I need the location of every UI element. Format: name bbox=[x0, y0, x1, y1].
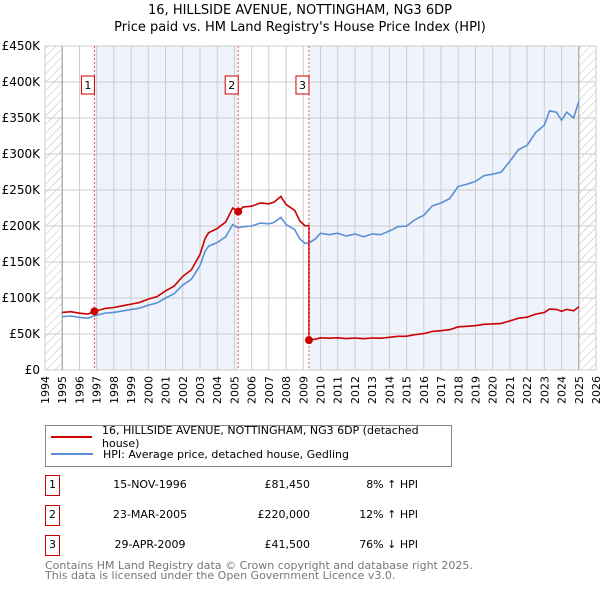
y-tick-label: £300K bbox=[2, 147, 42, 161]
y-tick-label: £150K bbox=[2, 255, 42, 269]
x-tick-label: 2003 bbox=[194, 376, 207, 404]
sale-point bbox=[304, 336, 313, 345]
chart-title: 16, HILLSIDE AVENUE, NOTTINGHAM, NG3 6DP bbox=[148, 3, 452, 18]
x-tick-label: 1997 bbox=[91, 376, 104, 404]
sale-label-box bbox=[224, 75, 239, 95]
y-tick-label: £0 bbox=[25, 363, 40, 377]
sale-row: 2 23-MAR-2005 £220,000 12% ↑ HPI bbox=[45, 505, 465, 526]
sale-label-box bbox=[80, 75, 95, 95]
sale-price: £41,500 bbox=[264, 538, 311, 551]
x-tick-label: 1999 bbox=[125, 376, 138, 404]
footer: Contains HM Land Registry data © Crown c… bbox=[45, 559, 473, 582]
x-tick-label: 2022 bbox=[521, 376, 534, 404]
legend-item-property: 16, HILLSIDE AVENUE, NOTTINGHAM, NG3 6DP… bbox=[51, 424, 451, 450]
y-tick-label: £450K bbox=[2, 39, 42, 53]
hatched-no-data bbox=[45, 46, 63, 370]
x-tick-label: 2014 bbox=[383, 376, 396, 404]
sale-date: 15-NOV-1996 bbox=[113, 478, 187, 491]
x-tick-label: 2001 bbox=[160, 376, 173, 404]
x-tick-label: 1995 bbox=[56, 376, 69, 404]
x-tick-label: 2025 bbox=[573, 376, 586, 404]
y-tick-label: £250K bbox=[2, 183, 42, 197]
sale-date: 23-MAR-2005 bbox=[112, 508, 188, 521]
sale-label: 2 bbox=[228, 79, 235, 92]
sale-point bbox=[90, 307, 99, 316]
footer-copyright: Contains HM Land Registry data © Crown c… bbox=[45, 559, 473, 572]
sale-row: 1 15-NOV-1996 £81,450 8% ↑ HPI bbox=[45, 475, 465, 496]
hatched-no-data bbox=[578, 46, 596, 370]
legend-label: 16, HILLSIDE AVENUE, NOTTINGHAM, NG3 6DP… bbox=[102, 424, 419, 450]
x-tick-label: 2002 bbox=[177, 376, 190, 404]
x-tick-label: 2016 bbox=[418, 376, 431, 404]
shaded-period bbox=[94, 46, 239, 370]
sale-label: 1 bbox=[84, 79, 91, 92]
plot-frame bbox=[44, 45, 597, 371]
y-tick-label: £400K bbox=[2, 75, 42, 89]
x-tick-label: 2018 bbox=[452, 376, 465, 404]
x-tick-label: 2006 bbox=[246, 376, 259, 404]
x-tick-label: 2010 bbox=[315, 376, 328, 404]
x-tick-label: 2021 bbox=[504, 376, 517, 404]
x-tick-label: 2026 bbox=[590, 376, 600, 404]
x-tick-label: 2020 bbox=[487, 376, 500, 404]
x-tick-label: 2000 bbox=[142, 376, 155, 404]
sale-price: £81,450 bbox=[264, 478, 311, 491]
y-tick-label: £200K bbox=[2, 219, 42, 233]
footer-licence: This data is licensed under the Open Gov… bbox=[45, 569, 396, 582]
shaded-period bbox=[308, 46, 579, 370]
x-tick-label: 2005 bbox=[228, 376, 241, 404]
y-tick-label: £50K bbox=[9, 327, 41, 341]
sale-marker-badge: 1 bbox=[45, 475, 60, 496]
x-tick-label: 1994 bbox=[39, 376, 52, 404]
sale-price: £220,000 bbox=[257, 508, 311, 521]
x-tick-label: 2012 bbox=[349, 376, 362, 404]
red-line-swatch bbox=[51, 436, 92, 438]
x-tick-label: 2013 bbox=[366, 376, 379, 404]
y-tick-label: £100K bbox=[2, 291, 42, 305]
x-tick-label: 2023 bbox=[538, 376, 551, 404]
sale-row: 3 29-APR-2009 £41,500 76% ↓ HPI bbox=[45, 535, 465, 556]
sale-label: 3 bbox=[299, 79, 306, 92]
legend: 16, HILLSIDE AVENUE, NOTTINGHAM, NG3 6DP… bbox=[45, 424, 452, 467]
sale-date: 29-APR-2009 bbox=[114, 538, 186, 551]
legend-item-hpi: HPI: Average price, detached house, Gedl… bbox=[51, 446, 349, 462]
x-tick-label: 2019 bbox=[469, 376, 482, 404]
sale-point bbox=[234, 207, 243, 216]
sale-marker-badge: 3 bbox=[45, 535, 60, 556]
x-tick-label: 2008 bbox=[280, 376, 293, 404]
sale-hpi-diff: 8% ↑ HPI bbox=[366, 478, 418, 491]
x-tick-label: 2004 bbox=[211, 376, 224, 404]
legend-label: HPI: Average price, detached house, Gedl… bbox=[103, 447, 349, 461]
y-tick-label: £350K bbox=[2, 111, 42, 125]
x-tick-label: 2017 bbox=[435, 376, 448, 404]
sale-hpi-diff: 12% ↑ HPI bbox=[359, 508, 418, 521]
x-tick-label: 1996 bbox=[73, 376, 86, 404]
blue-line-swatch bbox=[51, 453, 93, 455]
x-tick-label: 2011 bbox=[332, 376, 345, 404]
sale-marker-badge: 2 bbox=[45, 505, 60, 526]
x-tick-label: 2015 bbox=[401, 376, 414, 404]
x-tick-label: 2007 bbox=[263, 376, 276, 404]
chart-subtitle: Price paid vs. HM Land Registry's House … bbox=[114, 20, 486, 35]
x-tick-label: 2009 bbox=[297, 376, 310, 404]
sale-hpi-diff: 76% ↓ HPI bbox=[359, 538, 418, 551]
sale-label-box bbox=[295, 75, 310, 95]
price-chart: 1994 1995 1996 1997 1998 1999 2000 2001 2002 2003… bbox=[2, 39, 600, 404]
hpi-line bbox=[62, 101, 580, 319]
x-tick-label: 1998 bbox=[108, 376, 121, 404]
x-tick-label: 2024 bbox=[556, 376, 569, 404]
